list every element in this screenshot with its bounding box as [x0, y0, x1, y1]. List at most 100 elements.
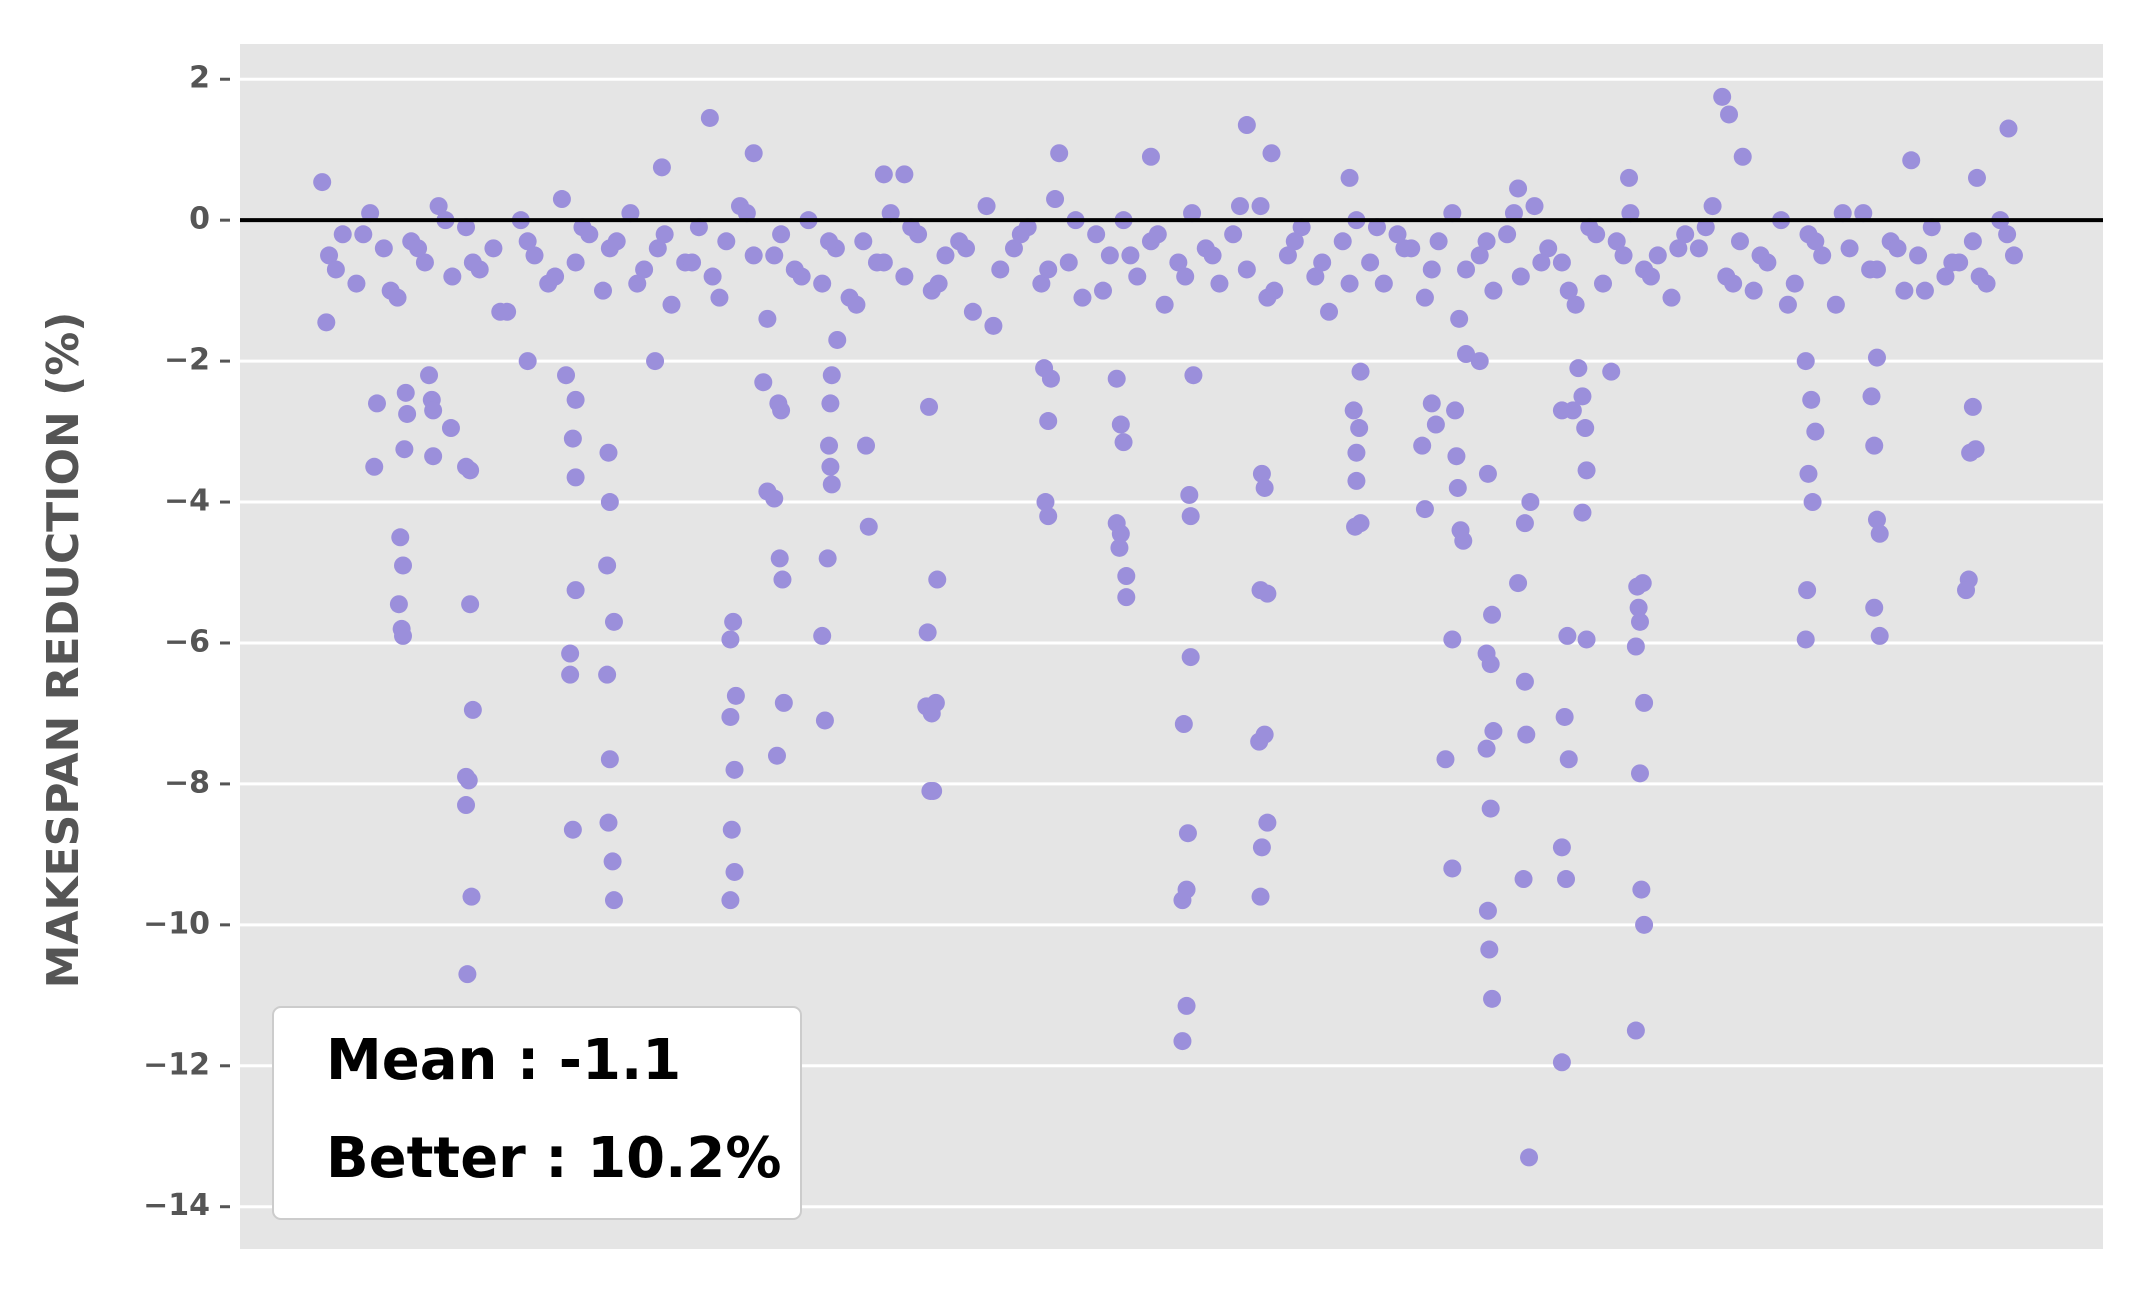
- y-axis-label: MAKESPAN REDUCTION (%): [38, 312, 89, 989]
- point: [1967, 168, 1986, 187]
- point: [991, 260, 1010, 279]
- point: [1155, 295, 1174, 314]
- point: [1059, 253, 1078, 272]
- point: [765, 489, 784, 508]
- point: [1621, 204, 1640, 223]
- point: [820, 436, 839, 455]
- point: [758, 309, 777, 328]
- point: [1602, 362, 1621, 381]
- point: [725, 760, 744, 779]
- point: [1422, 260, 1441, 279]
- point: [1803, 493, 1822, 512]
- point: [1870, 524, 1889, 543]
- point: [1802, 390, 1821, 409]
- point: [1630, 612, 1649, 631]
- point: [1413, 436, 1432, 455]
- point: [1258, 288, 1277, 307]
- point: [725, 862, 744, 881]
- point: [1036, 493, 1055, 512]
- point: [1895, 281, 1914, 300]
- point: [1483, 605, 1502, 624]
- point: [566, 468, 585, 487]
- point: [1635, 915, 1654, 934]
- point: [354, 225, 373, 244]
- point: [1251, 197, 1270, 216]
- point: [737, 204, 756, 223]
- point: [984, 316, 1003, 335]
- point: [1004, 239, 1023, 258]
- point: [394, 556, 413, 575]
- annotation: Better : 10.2%: [326, 1126, 781, 1191]
- point: [484, 239, 503, 258]
- point: [1278, 246, 1297, 265]
- point: [1796, 352, 1815, 371]
- point: [1483, 989, 1502, 1008]
- point: [1177, 996, 1196, 1015]
- point: [1966, 440, 1985, 459]
- point: [1724, 274, 1743, 293]
- point: [1943, 253, 1962, 272]
- point: [857, 436, 876, 455]
- point: [1340, 274, 1359, 293]
- point: [367, 394, 386, 413]
- point: [1577, 461, 1596, 480]
- point: [1148, 225, 1167, 244]
- point: [457, 796, 476, 815]
- point: [874, 253, 893, 272]
- point: [1173, 1032, 1192, 1051]
- point: [1865, 436, 1884, 455]
- point: [881, 204, 900, 223]
- point: [1050, 144, 1069, 163]
- point: [600, 239, 619, 258]
- point: [772, 225, 791, 244]
- point: [1237, 116, 1256, 135]
- point: [1361, 253, 1380, 272]
- y-axis: 2 0 −2 −4 −6 −8 −10 −12 −14: [143, 61, 230, 1223]
- point: [1484, 281, 1503, 300]
- point: [635, 260, 654, 279]
- point: [1630, 764, 1649, 783]
- point: [1957, 581, 1976, 600]
- point: [1662, 288, 1681, 307]
- point: [770, 549, 789, 568]
- point: [546, 267, 565, 286]
- point: [396, 383, 415, 402]
- point: [1713, 87, 1732, 106]
- point: [1177, 880, 1196, 899]
- point: [1252, 464, 1271, 483]
- point: [1477, 232, 1496, 251]
- point: [518, 232, 537, 251]
- point: [443, 267, 462, 286]
- point: [1367, 218, 1386, 237]
- point: [1669, 239, 1688, 258]
- point: [744, 144, 763, 163]
- point: [822, 475, 841, 494]
- point: [1351, 514, 1370, 533]
- point: [463, 700, 482, 719]
- point: [566, 253, 585, 272]
- point: [1559, 281, 1578, 300]
- point: [1888, 239, 1907, 258]
- point: [1806, 422, 1825, 441]
- point: [1255, 725, 1274, 744]
- point: [1340, 168, 1359, 187]
- point: [773, 570, 792, 589]
- point: [1457, 260, 1476, 279]
- point: [821, 394, 840, 413]
- point: [1515, 514, 1534, 533]
- point: [347, 274, 366, 293]
- point: [1178, 824, 1197, 843]
- point: [717, 232, 736, 251]
- point: [1552, 838, 1571, 857]
- point: [1720, 105, 1739, 124]
- point: [1635, 693, 1654, 712]
- point: [365, 457, 384, 476]
- point: [1629, 598, 1648, 617]
- point: [326, 260, 345, 279]
- point: [561, 665, 580, 684]
- y-tick-label: −14: [143, 1188, 210, 1223]
- point: [1094, 281, 1113, 300]
- point: [918, 623, 937, 642]
- point: [1203, 246, 1222, 265]
- point: [563, 820, 582, 839]
